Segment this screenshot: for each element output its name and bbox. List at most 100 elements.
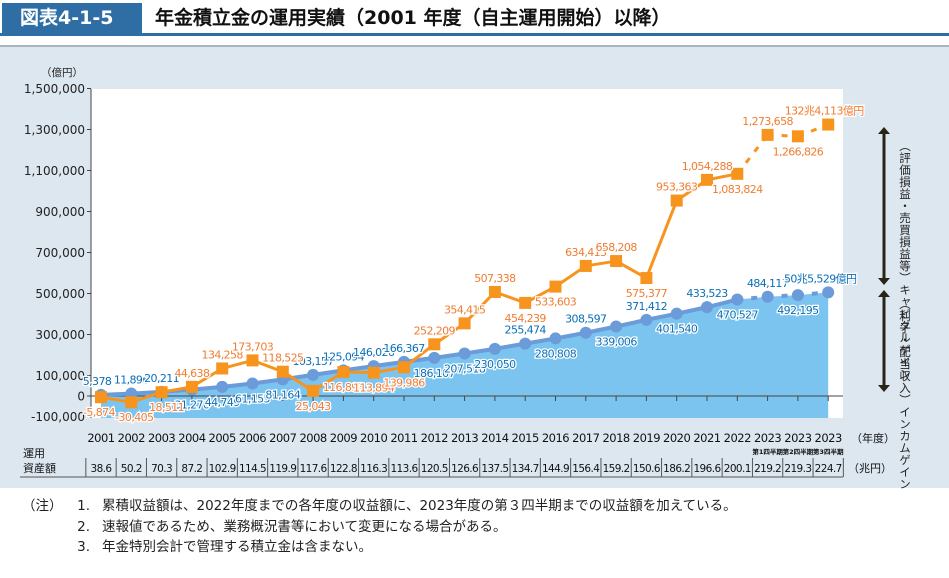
assets-value: 126.6 <box>451 463 479 475</box>
capital-point <box>731 167 744 180</box>
x-tick-label: 2012 <box>421 431 448 445</box>
x-tick-label: 2007 <box>269 431 296 445</box>
x-tick-label: 2023 <box>754 431 781 445</box>
assets-value: 116.3 <box>360 463 387 475</box>
capital-gain-arrow-head <box>878 127 890 134</box>
x-tick-label: 2014 <box>481 431 508 445</box>
capital-point <box>428 338 441 351</box>
capital-data-label: -5,874 <box>83 406 115 419</box>
capital-point <box>246 354 259 367</box>
capital-data-label: 658,208 <box>595 241 637 254</box>
income-data-label: 31,270 <box>174 399 209 412</box>
capital-point <box>398 361 410 374</box>
income-data-label: 146,026 <box>353 346 395 359</box>
x-tick-label: 2009 <box>330 431 357 445</box>
income-point <box>731 293 744 306</box>
capital-data-label: 1,083,824 <box>712 183 763 196</box>
y-tick-label: -100,000 <box>31 410 85 424</box>
capital-point <box>761 128 774 141</box>
note-number: 1. <box>77 498 90 514</box>
capital-point <box>95 391 107 404</box>
note-text: 累積収益額は、2022年度までの各年度の収益額に、2023年度の第３四半期までの… <box>102 498 737 514</box>
capital-point <box>701 173 713 186</box>
assets-row-label: 運用 <box>23 447 45 460</box>
income-data-label: 492,195 <box>777 304 819 317</box>
notes: （注） 1. 累積収益額は、2022年度までの各年度の収益額に、2023年度の第３四… <box>22 496 737 558</box>
x-tick-label: 2018 <box>602 431 629 445</box>
chart: （億円） -100,000 0 100,000 300,000 500,000 700,00… <box>20 66 912 490</box>
y-axis-label: （億円） <box>41 66 83 79</box>
income-data-label: 433,523 <box>686 287 728 300</box>
x-tick-label: 2004 <box>178 431 205 445</box>
income-data-label: 470,527 <box>717 309 759 322</box>
x-tick-label: 2022 <box>724 431 751 445</box>
x-tick-label: 2006 <box>239 431 266 445</box>
x-tick-label: 2010 <box>360 431 387 445</box>
capital-data-label: 1,273,658 <box>742 115 793 128</box>
assets-value: 87.2 <box>181 463 202 475</box>
capital-point <box>549 280 562 293</box>
note-number: 3. <box>77 539 90 555</box>
income-data-label: 81,164 <box>265 388 300 401</box>
capital-data-label: 634,413 <box>565 246 607 259</box>
assets-value: 38.6 <box>91 463 113 475</box>
income-point <box>761 290 774 303</box>
capital-data-label: 18,511 <box>149 401 184 414</box>
capital-data-label: 134,258 <box>202 348 244 361</box>
capital-point <box>791 130 804 143</box>
x-tick-sublabel: 第2四半期 <box>783 447 814 456</box>
x-tick-label: 2002 <box>118 431 145 445</box>
income-point <box>246 377 259 390</box>
x-tick-label: 2021 <box>693 431 720 445</box>
note-text: 年金特別会計で管理する積立金は含まない。 <box>102 539 372 555</box>
x-tick-label: 2015 <box>512 431 539 445</box>
capital-point <box>488 285 501 298</box>
income-gain-annotation: （利子・配当収入）インカムゲイン <box>898 298 912 490</box>
capital-data-label: 25,043 <box>296 400 331 413</box>
income-point <box>701 301 713 314</box>
capital-point <box>579 259 592 272</box>
income-data-label: 5,378 <box>83 375 112 388</box>
income-data-label: 371,412 <box>626 300 667 313</box>
income-data-label: 166,367 <box>383 342 425 355</box>
income-point <box>791 289 804 302</box>
x-tick-label: 2016 <box>542 431 569 445</box>
capital-data-label: 575,377 <box>626 287 668 300</box>
capital-data-label: 953,363 <box>656 181 698 194</box>
income-point <box>307 368 320 381</box>
assets-value: 113.6 <box>390 463 418 475</box>
capital-data-label: 116,893 <box>323 381 365 394</box>
notes-label: （注） <box>22 498 63 514</box>
y-tick-label: 900,000 <box>35 205 85 219</box>
x-tick-label: 2011 <box>390 431 417 445</box>
capital-point <box>125 396 138 409</box>
capital-data-label: 454,239 <box>505 312 547 325</box>
capital-point <box>155 386 168 399</box>
capital-data-label: 118,525 <box>262 352 304 365</box>
income-gain-arrow-head <box>878 385 890 392</box>
income-data-label: 20,211 <box>144 372 179 385</box>
income-data-label: 125,094 <box>323 350 365 363</box>
assets-value: 159.2 <box>603 463 630 475</box>
income-data-label: 50兆5,529億円 <box>784 272 857 285</box>
assets-value: 200.1 <box>724 463 751 475</box>
y-tick-label: 0 <box>77 390 85 404</box>
capital-data-label: 139,986 <box>383 376 425 389</box>
income-data-label: 230,050 <box>474 358 516 371</box>
income-data-label: 280,808 <box>535 347 577 360</box>
x-tick-label: 2019 <box>633 431 660 445</box>
income-gain-arrow-head <box>878 290 890 297</box>
x-tick-label: 2005 <box>209 431 236 445</box>
note-number: 2. <box>77 518 90 535</box>
capital-data-label: 354,415 <box>444 303 486 316</box>
note-3: 3. 年金特別会計で管理する積立金は含まない。 <box>22 537 737 558</box>
x-tick-label: 2001 <box>87 431 114 445</box>
income-data-label: 255,474 <box>505 324 547 337</box>
capital-point <box>458 317 471 330</box>
figure-number: 図表4-1-5 <box>2 3 142 34</box>
income-point <box>549 332 562 345</box>
note-2: 2. 速報値であるため、業務概況書等において変更になる場合がある。 <box>22 517 737 538</box>
income-point <box>519 337 532 350</box>
income-data-label: 103,157 <box>292 355 334 368</box>
capital-data-label: 533,603 <box>535 296 577 309</box>
